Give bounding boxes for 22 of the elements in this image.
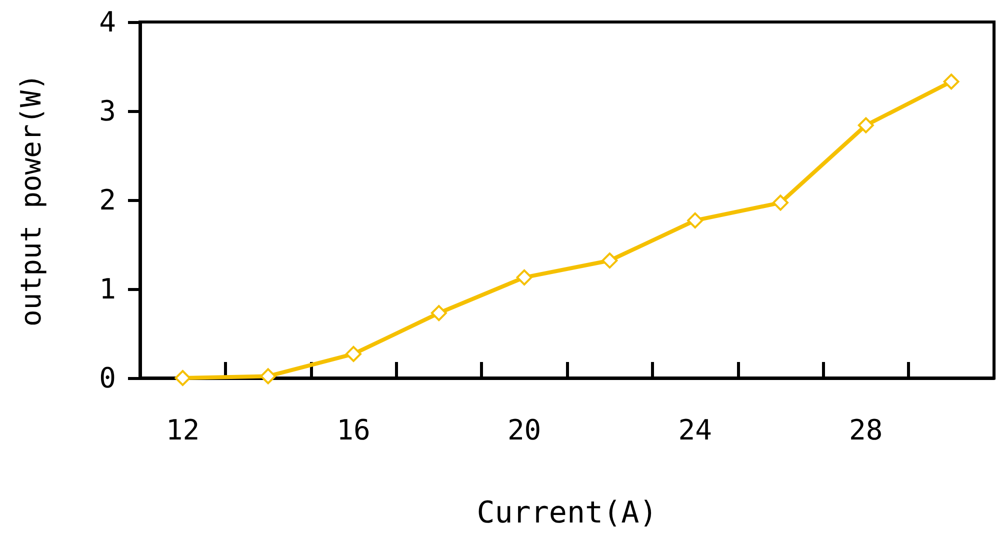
x-tick-label: 28	[849, 414, 883, 446]
point	[602, 252, 618, 269]
y-tick-label: 4	[99, 6, 116, 38]
x-tick-label: 24	[678, 414, 712, 446]
point	[772, 194, 788, 211]
x-tick-label: 20	[507, 414, 542, 446]
y-tick-label: 0	[99, 362, 116, 394]
point	[260, 368, 276, 384]
point	[943, 74, 960, 90]
point	[516, 269, 532, 286]
point	[430, 305, 447, 322]
y-axis-title: output power(W)	[14, 74, 48, 326]
point	[858, 117, 874, 134]
y-tick-label: 1	[99, 272, 116, 306]
point	[687, 212, 704, 228]
point	[174, 370, 191, 386]
x-axis-title: Current(A)	[476, 496, 658, 530]
y-tick-label: 3	[99, 94, 116, 128]
y-tick-label: 2	[99, 184, 116, 216]
point	[346, 346, 362, 362]
x-tick-label: 12	[166, 414, 200, 446]
x-tick-label: 16	[336, 414, 370, 446]
